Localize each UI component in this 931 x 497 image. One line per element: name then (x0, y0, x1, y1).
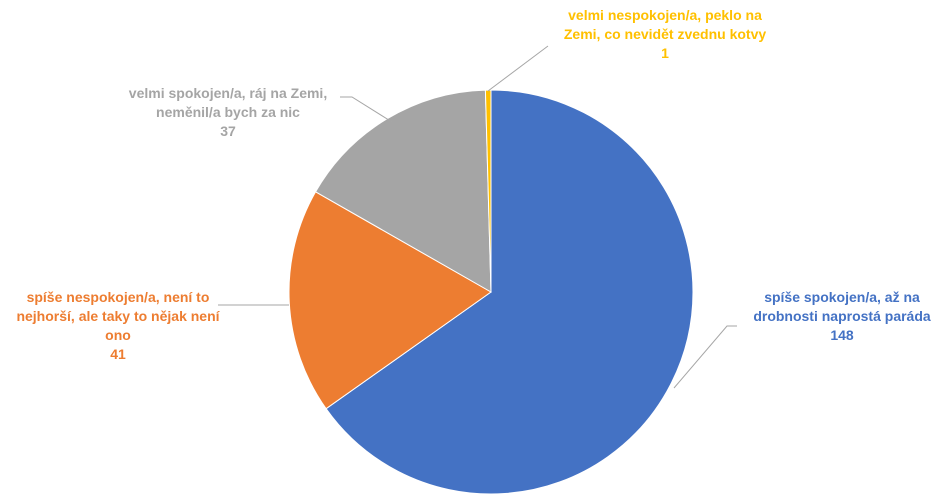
data-label-value: 37 (220, 123, 236, 139)
pie-slice-1 (325, 89, 694, 495)
data-label-line: spíše nespokojen/a, není to (27, 289, 210, 305)
data-label-line: ono (105, 327, 131, 343)
data-label-4: velmi nespokojen/a, peklo na Zemi, co nev… (564, 7, 766, 61)
pie-slice-2 (288, 191, 492, 410)
data-label-2: spíše nespokojen/a, není to nejhorší, ale… (16, 289, 220, 362)
data-label-line: neměnil/a bych za nic (156, 104, 300, 120)
data-label-line: velmi spokojen/a, ráj na Zemi, (129, 85, 327, 101)
data-label-value: 41 (110, 346, 126, 362)
data-label-1: spíše spokojen/a, až na drobnosti naprost… (753, 289, 931, 343)
data-label-line: spíše spokojen/a, až na (764, 289, 920, 305)
data-label-line: Zemi, co nevidět zvednu kotvy (564, 26, 766, 42)
leader-lines (218, 45, 737, 389)
data-label-3: velmi spokojen/a, ráj na Zemi, neměnil/a … (129, 85, 327, 139)
leader-line-4 (487, 45, 549, 92)
data-label-line: velmi nespokojen/a, peklo na (568, 7, 762, 23)
data-label-line: nejhorší, ale taky to nějak není (16, 308, 220, 324)
leader-line-1 (673, 325, 737, 389)
data-label-value: 148 (830, 327, 854, 343)
data-label-value: 1 (661, 45, 669, 61)
data-labels: spíše spokojen/a, až na drobnosti naprost… (16, 7, 930, 362)
data-label-line: drobnosti naprostá paráda (753, 308, 931, 324)
leader-line-3 (340, 96, 393, 123)
pie-slices (288, 89, 694, 495)
pie-slice-4 (484, 89, 492, 293)
